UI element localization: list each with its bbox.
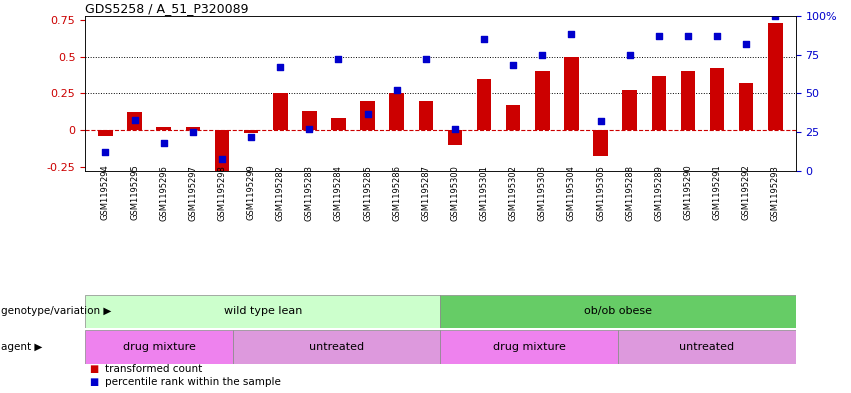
Text: transformed count: transformed count <box>105 364 202 375</box>
Bar <box>564 57 579 130</box>
Point <box>99 149 112 156</box>
Point <box>652 33 665 39</box>
Bar <box>441 295 796 328</box>
Bar <box>618 330 796 364</box>
Text: ■: ■ <box>89 377 99 387</box>
Bar <box>360 101 375 130</box>
Point <box>303 126 317 132</box>
Point <box>623 51 637 58</box>
Bar <box>535 72 550 130</box>
Bar <box>505 105 521 130</box>
Text: drug mixture: drug mixture <box>123 342 196 352</box>
Bar <box>390 93 404 130</box>
Point <box>419 56 432 62</box>
Bar <box>710 68 724 130</box>
Point <box>681 33 694 39</box>
Bar <box>593 130 608 156</box>
Point <box>506 62 520 68</box>
Point <box>186 129 200 135</box>
Point <box>390 87 403 94</box>
Bar <box>128 112 142 130</box>
Text: drug mixture: drug mixture <box>493 342 566 352</box>
Point <box>244 134 258 140</box>
Point <box>477 36 491 42</box>
Text: genotype/variation ▶: genotype/variation ▶ <box>1 307 111 316</box>
Point <box>128 117 141 123</box>
Bar <box>739 83 753 130</box>
Point <box>332 56 346 62</box>
Bar <box>622 90 637 130</box>
Point <box>740 40 753 47</box>
Bar <box>477 79 491 130</box>
Bar <box>233 330 441 364</box>
Bar <box>244 130 259 133</box>
Text: percentile rank within the sample: percentile rank within the sample <box>105 377 281 387</box>
Text: agent ▶: agent ▶ <box>1 342 43 352</box>
Text: untreated: untreated <box>309 342 364 352</box>
Text: untreated: untreated <box>679 342 734 352</box>
Point <box>768 13 782 19</box>
Bar <box>157 127 171 130</box>
Bar <box>214 130 229 171</box>
Text: ■: ■ <box>89 364 99 375</box>
Bar <box>681 72 695 130</box>
Point <box>564 31 578 37</box>
Point <box>361 110 374 117</box>
Text: GDS5258 / A_51_P320089: GDS5258 / A_51_P320089 <box>85 2 248 15</box>
Point <box>535 51 549 58</box>
Bar <box>302 111 317 130</box>
Bar <box>441 330 618 364</box>
Bar <box>85 295 441 328</box>
Bar <box>85 330 233 364</box>
Bar <box>186 127 200 130</box>
Point <box>273 64 287 70</box>
Bar <box>419 101 433 130</box>
Text: wild type lean: wild type lean <box>224 307 302 316</box>
Bar <box>98 130 113 136</box>
Point <box>215 155 229 162</box>
Point <box>448 126 462 132</box>
Bar <box>652 76 666 130</box>
Point <box>594 118 608 125</box>
Point <box>157 140 170 146</box>
Bar <box>768 23 783 130</box>
Bar <box>273 93 288 130</box>
Bar <box>331 118 346 130</box>
Point <box>711 33 724 39</box>
Bar <box>448 130 462 145</box>
Text: ob/ob obese: ob/ob obese <box>584 307 652 316</box>
